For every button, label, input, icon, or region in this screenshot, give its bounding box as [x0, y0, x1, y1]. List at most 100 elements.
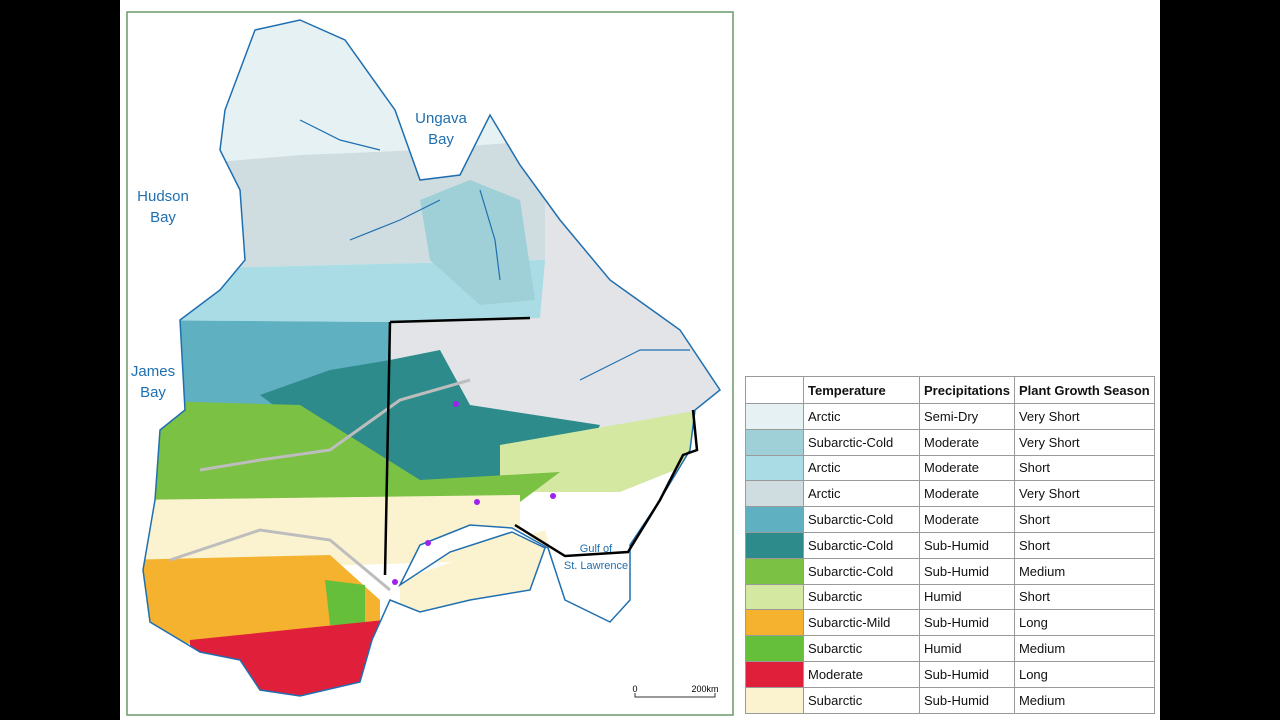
legend-header: Temperature Precipitations Plant Growth …: [745, 376, 1155, 404]
precipitation: Humid: [919, 583, 1015, 611]
temperature: Subarctic-Cold: [803, 557, 920, 585]
legend-swatch: [745, 531, 804, 559]
legend-swatch: [745, 506, 804, 533]
legend-row: Arctic Moderate Short: [745, 454, 1155, 482]
legend-swatch: [745, 428, 804, 456]
precipitation: Humid: [919, 635, 1015, 662]
growth-season: Very Short: [1013, 480, 1155, 508]
precipitation: Sub-Humid: [919, 660, 1015, 688]
roads: [169, 378, 471, 592]
legend-swatch: [745, 609, 804, 637]
growth-season: Long: [1013, 660, 1155, 688]
header-cell: Temperature: [803, 376, 920, 404]
city: [453, 401, 459, 407]
legend-row: Subarctic Humid Medium: [745, 635, 1155, 662]
water-label: Gulf of: [580, 543, 613, 555]
legend-row: Arctic Moderate Very Short: [745, 480, 1155, 508]
growth-season: Short: [1013, 583, 1155, 611]
legend-row: Subarctic-Cold Sub-Humid Short: [745, 531, 1155, 559]
temperature: Arctic: [803, 480, 920, 508]
growth-season: Short: [1013, 506, 1155, 533]
boundary-line: [383, 321, 392, 576]
water-label: Ungava: [415, 110, 467, 127]
growth-season: Medium: [1013, 686, 1155, 714]
climate-zone: [325, 580, 365, 625]
temperature: Subarctic-Cold: [803, 506, 920, 533]
boundary-line: [389, 316, 531, 324]
precipitation: Moderate: [919, 454, 1015, 482]
scale-label: 0: [632, 684, 637, 694]
growth-season: Short: [1013, 531, 1155, 559]
city: [392, 579, 398, 585]
legend-swatch: [745, 660, 804, 688]
water-label: Bay: [428, 131, 454, 148]
temperature: Arctic: [803, 454, 920, 482]
legend-swatch: [745, 454, 804, 482]
legend-row: Subarctic-Mild Sub-Humid Long: [745, 609, 1155, 637]
city: [474, 499, 480, 505]
climate-zone: [143, 400, 560, 512]
water-label: Bay: [140, 384, 166, 401]
legend-row: Subarctic-Cold Moderate Very Short: [745, 428, 1155, 456]
temperature: Subarctic-Cold: [803, 428, 920, 456]
legend-row: Arctic Semi-Dry Very Short: [745, 403, 1155, 430]
legend-row: Subarctic-Cold Moderate Short: [745, 506, 1155, 533]
legend-row: Moderate Sub-Humid Long: [745, 660, 1155, 688]
temperature: Subarctic: [803, 686, 920, 714]
precipitation: Sub-Humid: [919, 609, 1015, 637]
boundary-line: [514, 409, 699, 558]
road: [199, 378, 471, 472]
precipitation: Sub-Humid: [919, 531, 1015, 559]
swatch-header: [745, 376, 804, 404]
city: [550, 493, 556, 499]
growth-season: Long: [1013, 609, 1155, 637]
legend-swatch: [745, 403, 804, 430]
water-label: Bay: [150, 209, 176, 226]
water-label: James: [131, 363, 175, 380]
temperature: Arctic: [803, 403, 920, 430]
legend-table: Temperature Precipitations Plant Growth …: [745, 376, 1155, 714]
legend-row: Subarctic Sub-Humid Medium: [745, 686, 1155, 714]
temperature: Subarctic: [803, 635, 920, 662]
growth-season: Very Short: [1013, 403, 1155, 430]
legend-swatch: [745, 686, 804, 714]
legend-swatch: [745, 583, 804, 611]
temperature: Subarctic: [803, 583, 920, 611]
temperature: Moderate: [803, 660, 920, 688]
city: [425, 540, 431, 546]
water-label: Hudson: [137, 188, 189, 205]
growth-season: Very Short: [1013, 428, 1155, 456]
river: [349, 199, 441, 241]
water-labels: Ungava Bay Hudson Bay James Bay Gulf of St. Law…: [131, 110, 628, 572]
river: [299, 119, 381, 151]
boundary: [383, 316, 699, 576]
legend-swatch: [745, 557, 804, 585]
growth-season: Medium: [1013, 635, 1155, 662]
climate-zone: [420, 180, 535, 305]
scale-label: 200km: [691, 684, 718, 694]
header-cell: Precipitations: [919, 376, 1015, 404]
cities: [392, 401, 556, 585]
road: [169, 528, 391, 592]
growth-season: Short: [1013, 454, 1155, 482]
scale-bar: 0 200km: [632, 684, 719, 698]
legend-row: Subarctic Humid Short: [745, 583, 1155, 611]
water-label: St. Lawrence: [564, 560, 628, 572]
legend-swatch: [745, 480, 804, 508]
precipitation: Moderate: [919, 506, 1015, 533]
legend-row: Subarctic-Cold Sub-Humid Medium: [745, 557, 1155, 585]
precipitation: Moderate: [919, 428, 1015, 456]
precipitation: Sub-Humid: [919, 686, 1015, 714]
climate-zone: [143, 555, 380, 645]
temperature: Subarctic-Mild: [803, 609, 920, 637]
river: [479, 189, 501, 281]
header-cell: Plant Growth Season: [1013, 376, 1155, 404]
rivers: [299, 119, 690, 381]
precipitation: Semi-Dry: [919, 403, 1015, 430]
precipitation: Moderate: [919, 480, 1015, 508]
precipitation: Sub-Humid: [919, 557, 1015, 585]
temperature: Subarctic-Cold: [803, 531, 920, 559]
growth-season: Medium: [1013, 557, 1155, 585]
